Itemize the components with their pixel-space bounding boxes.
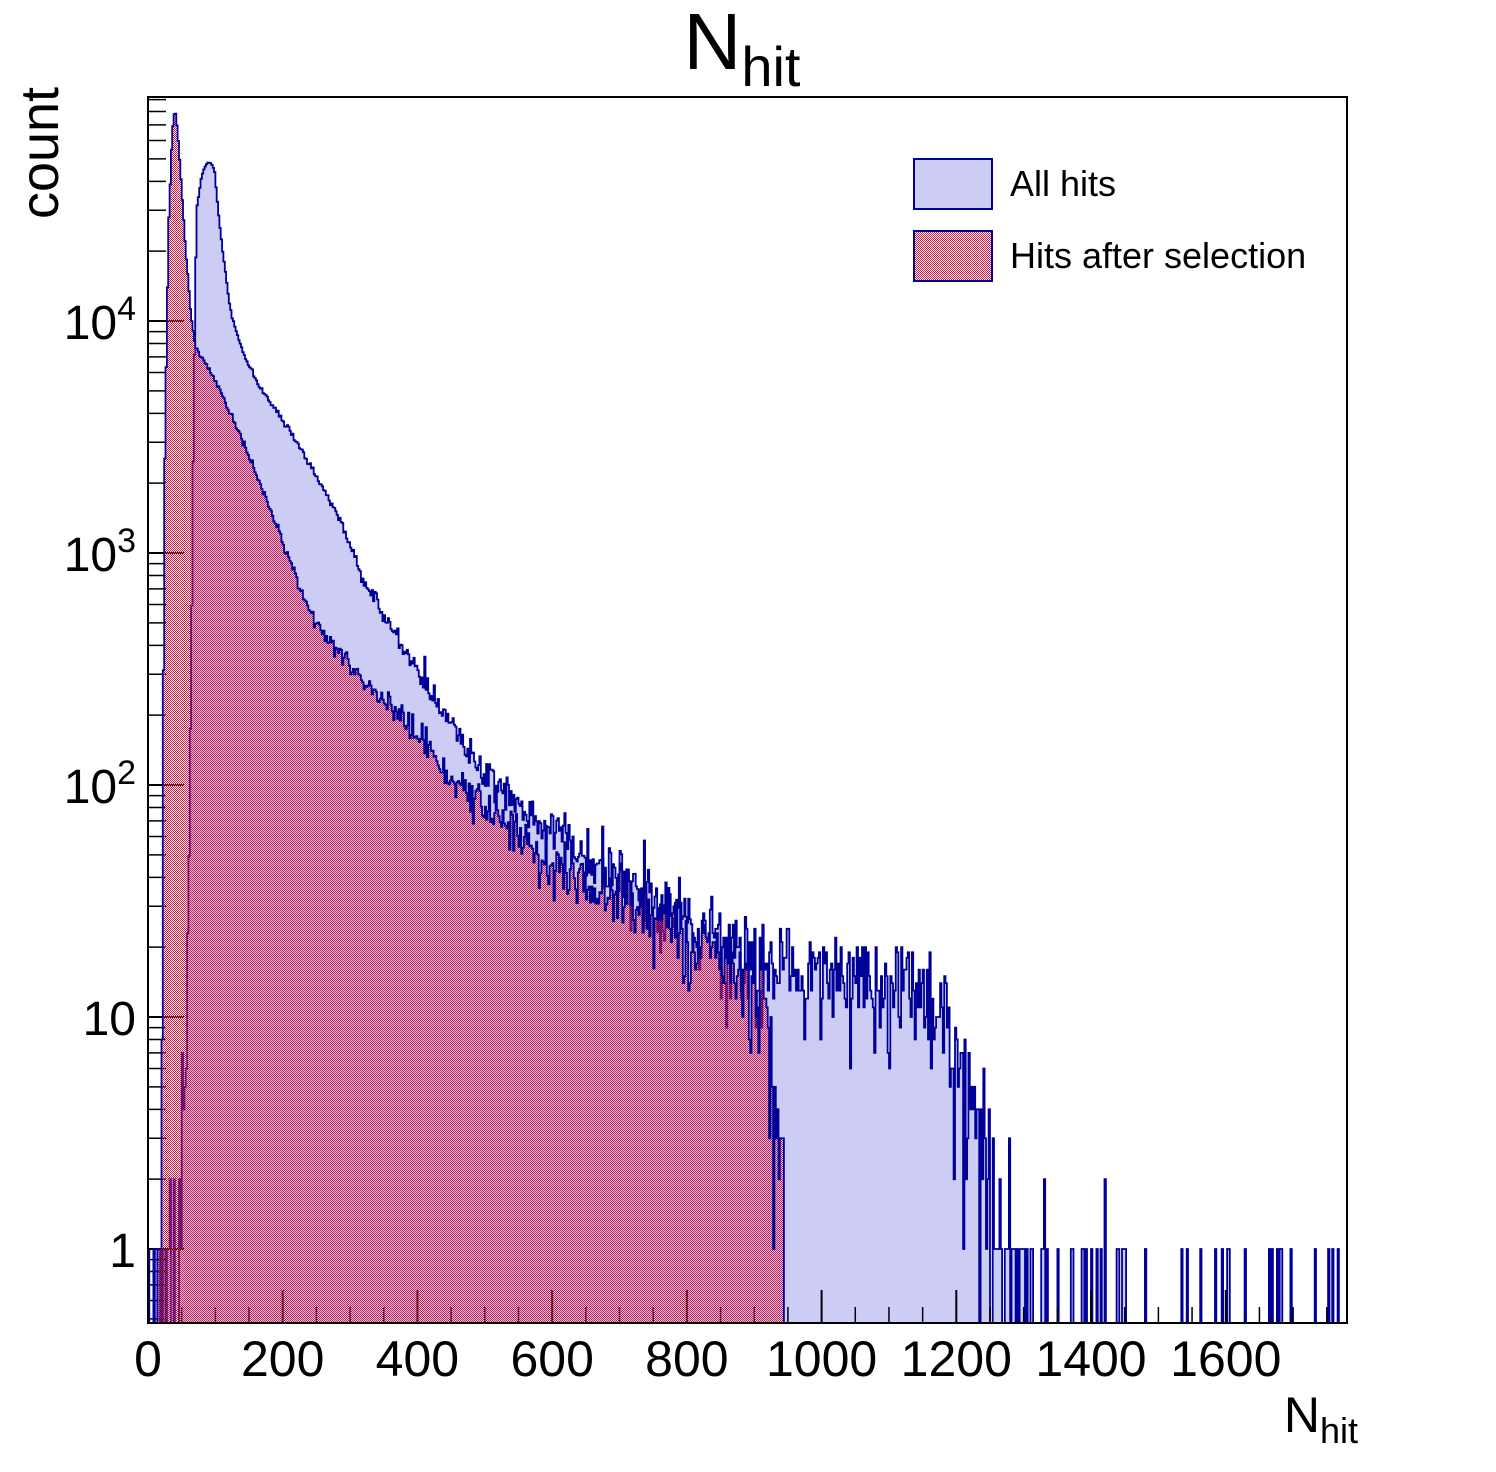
plot-frame [147,96,1348,1324]
legend-item-hits-after-selection: Hits after selection [913,230,1306,282]
y-tick-label-10e2: 102 [0,756,136,814]
y-tick-label-10: 10 [0,996,136,1044]
x-axis-title-subscript: hit [1319,1410,1358,1451]
x-tick-label-200: 200 [240,1331,325,1387]
y-tick-label-1: 1 [0,1228,136,1276]
y-tick-base: 1 [109,1225,136,1278]
y-tick-exponent: 3 [117,522,136,560]
y-tick-label-10e3: 103 [0,524,136,582]
legend-label-hits-after-selection: Hits after selection [1010,235,1307,276]
y-axis-title: count [10,86,70,220]
y-tick-base: 10 [63,529,118,582]
x-tick-label-600: 600 [510,1331,594,1387]
x-tick-label-400: 400 [375,1331,460,1387]
y-tick-base: 10 [63,297,118,350]
y-tick-label-10e4: 104 [0,292,136,350]
chart-title-subscript: hit [741,35,801,98]
legend: All hits Hits after selection [913,158,1306,282]
x-axis-title: Nhit [1283,1386,1358,1449]
x-tick-label-1000: 1000 [765,1331,878,1387]
chart-title: Nhit [683,0,801,95]
y-tick-exponent: 4 [117,290,136,328]
hist-after-selection [148,112,785,1324]
x-axis-title-main: N [1283,1387,1320,1443]
y-tick-base: 10 [82,993,136,1046]
x-tick-label-0: 0 [134,1331,162,1387]
chart-title-main: N [683,0,742,86]
legend-swatch-all-hits [913,158,993,210]
series-hits-after-selection [148,112,785,1324]
x-tick-label-1400: 1400 [1035,1331,1147,1387]
legend-item-all-hits: All hits [913,158,1306,210]
x-tick-label-800: 800 [645,1331,729,1387]
x-tick-label-1200: 1200 [900,1331,1012,1387]
legend-swatch-hits-after-selection [913,230,993,282]
legend-label-all-hits: All hits [1010,163,1117,204]
y-tick-base: 10 [63,761,118,814]
x-tick-label-1600: 1600 [1170,1331,1282,1387]
y-tick-exponent: 2 [117,754,136,792]
